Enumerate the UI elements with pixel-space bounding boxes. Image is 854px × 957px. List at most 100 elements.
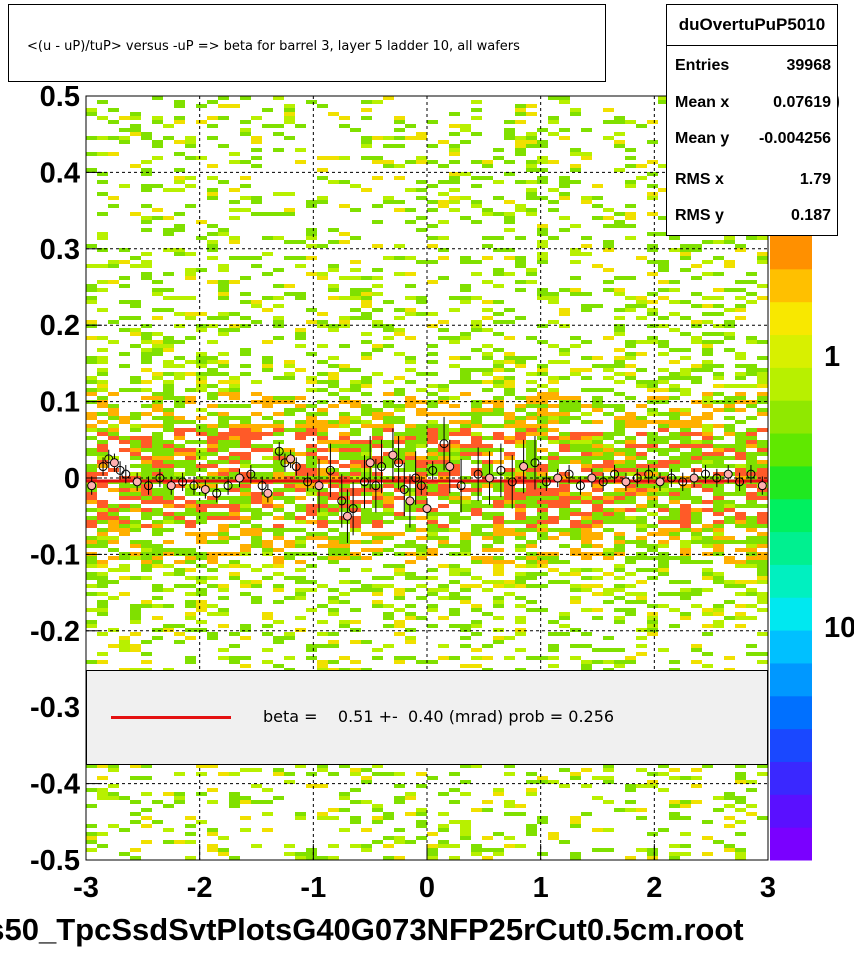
heatmap-cell [713,272,724,276]
heatmap-cell [515,572,526,576]
heatmap-cell [295,508,306,512]
heatmap-cell [251,116,262,120]
heatmap-cell [559,632,570,636]
heatmap-cell [372,520,383,524]
heatmap-cell [372,604,383,608]
heatmap-cell [196,600,207,604]
heatmap-cell [559,484,570,488]
heatmap-cell [152,440,163,444]
heatmap-cell [306,376,317,380]
heatmap-cell [350,428,361,432]
heatmap-cell [251,580,262,584]
profile-point [610,469,620,479]
heatmap-cell [504,352,515,356]
heatmap-cell [383,836,394,840]
heatmap-cell [658,268,669,272]
heatmap-cell [196,428,207,432]
heatmap-cell [317,276,328,280]
heatmap-cell [658,604,669,608]
heatmap-cell [537,240,548,244]
heatmap-cell [306,468,317,472]
heatmap-cell [614,492,625,496]
stat-value: 0.07619 [773,94,831,111]
heatmap-cell [174,420,185,424]
heatmap-cell [603,460,614,464]
heatmap-cell [196,536,207,540]
heatmap-cell [449,172,460,176]
heatmap-cell [372,292,383,296]
heatmap-cell [570,460,581,464]
heatmap-cell [218,852,229,856]
heatmap-cell [317,456,328,460]
heatmap-cell [680,376,691,380]
heatmap-cell [526,772,537,776]
heatmap-cell [174,772,185,776]
heatmap-cell [669,300,680,304]
heatmap-cell [207,560,218,564]
heatmap-cell [493,568,504,572]
heatmap-cell [713,372,724,376]
heatmap-cell [328,512,339,516]
heatmap-cell [141,540,152,544]
heatmap-cell [669,416,680,420]
heatmap-cell [548,504,559,508]
heatmap-cell [757,568,768,572]
heatmap-cell [339,204,350,208]
heatmap-cell [284,208,295,212]
heatmap-cell [328,856,339,860]
heatmap-cell [218,264,229,268]
heatmap-cell [163,492,174,496]
heatmap-cell [471,408,482,412]
heatmap-cell [405,504,416,508]
heatmap-cell [152,340,163,344]
heatmap-cell [350,500,361,504]
heatmap-cell [86,472,97,476]
heatmap-cell [196,792,207,796]
heatmap-cell [218,624,229,628]
heatmap-cell [317,472,328,476]
heatmap-cell [273,452,284,456]
heatmap-cell [86,288,97,292]
heatmap-cell [185,448,196,452]
heatmap-cell [361,456,372,460]
heatmap-cell [174,460,185,464]
heatmap-cell [350,516,361,520]
heatmap-cell [240,476,251,480]
heatmap-cell [746,520,757,524]
heatmap-cell [339,316,350,320]
heatmap-cell [504,228,515,232]
palette-swatch [770,630,812,664]
profile-point [109,458,119,468]
heatmap-cell [757,400,768,404]
heatmap-cell [207,832,218,836]
heatmap-cell [746,460,757,464]
heatmap-cell [636,444,647,448]
heatmap-cell [515,444,526,448]
heatmap-cell [218,436,229,440]
heatmap-cell [603,268,614,272]
heatmap-cell [119,640,130,644]
heatmap-cell [174,448,185,452]
heatmap-cell [658,504,669,508]
heatmap-cell [383,604,394,608]
heatmap-cell [405,544,416,548]
heatmap-cell [680,504,691,508]
heatmap-cell [405,160,416,164]
heatmap-cell [493,832,504,836]
heatmap-cell [86,764,97,768]
heatmap-cell [504,172,515,176]
heatmap-cell [438,476,449,480]
heatmap-cell [471,412,482,416]
heatmap-cell [207,372,218,376]
heatmap-cell [537,776,548,780]
heatmap-cell [504,772,515,776]
heatmap-cell [713,296,724,300]
heatmap-cell [416,296,427,300]
heatmap-cell [449,420,460,424]
heatmap-cell [97,236,108,240]
heatmap-cell [460,140,471,144]
heatmap-cell [735,352,746,356]
heatmap-cell [174,504,185,508]
heatmap-cell [636,124,647,128]
heatmap-cell [680,512,691,516]
